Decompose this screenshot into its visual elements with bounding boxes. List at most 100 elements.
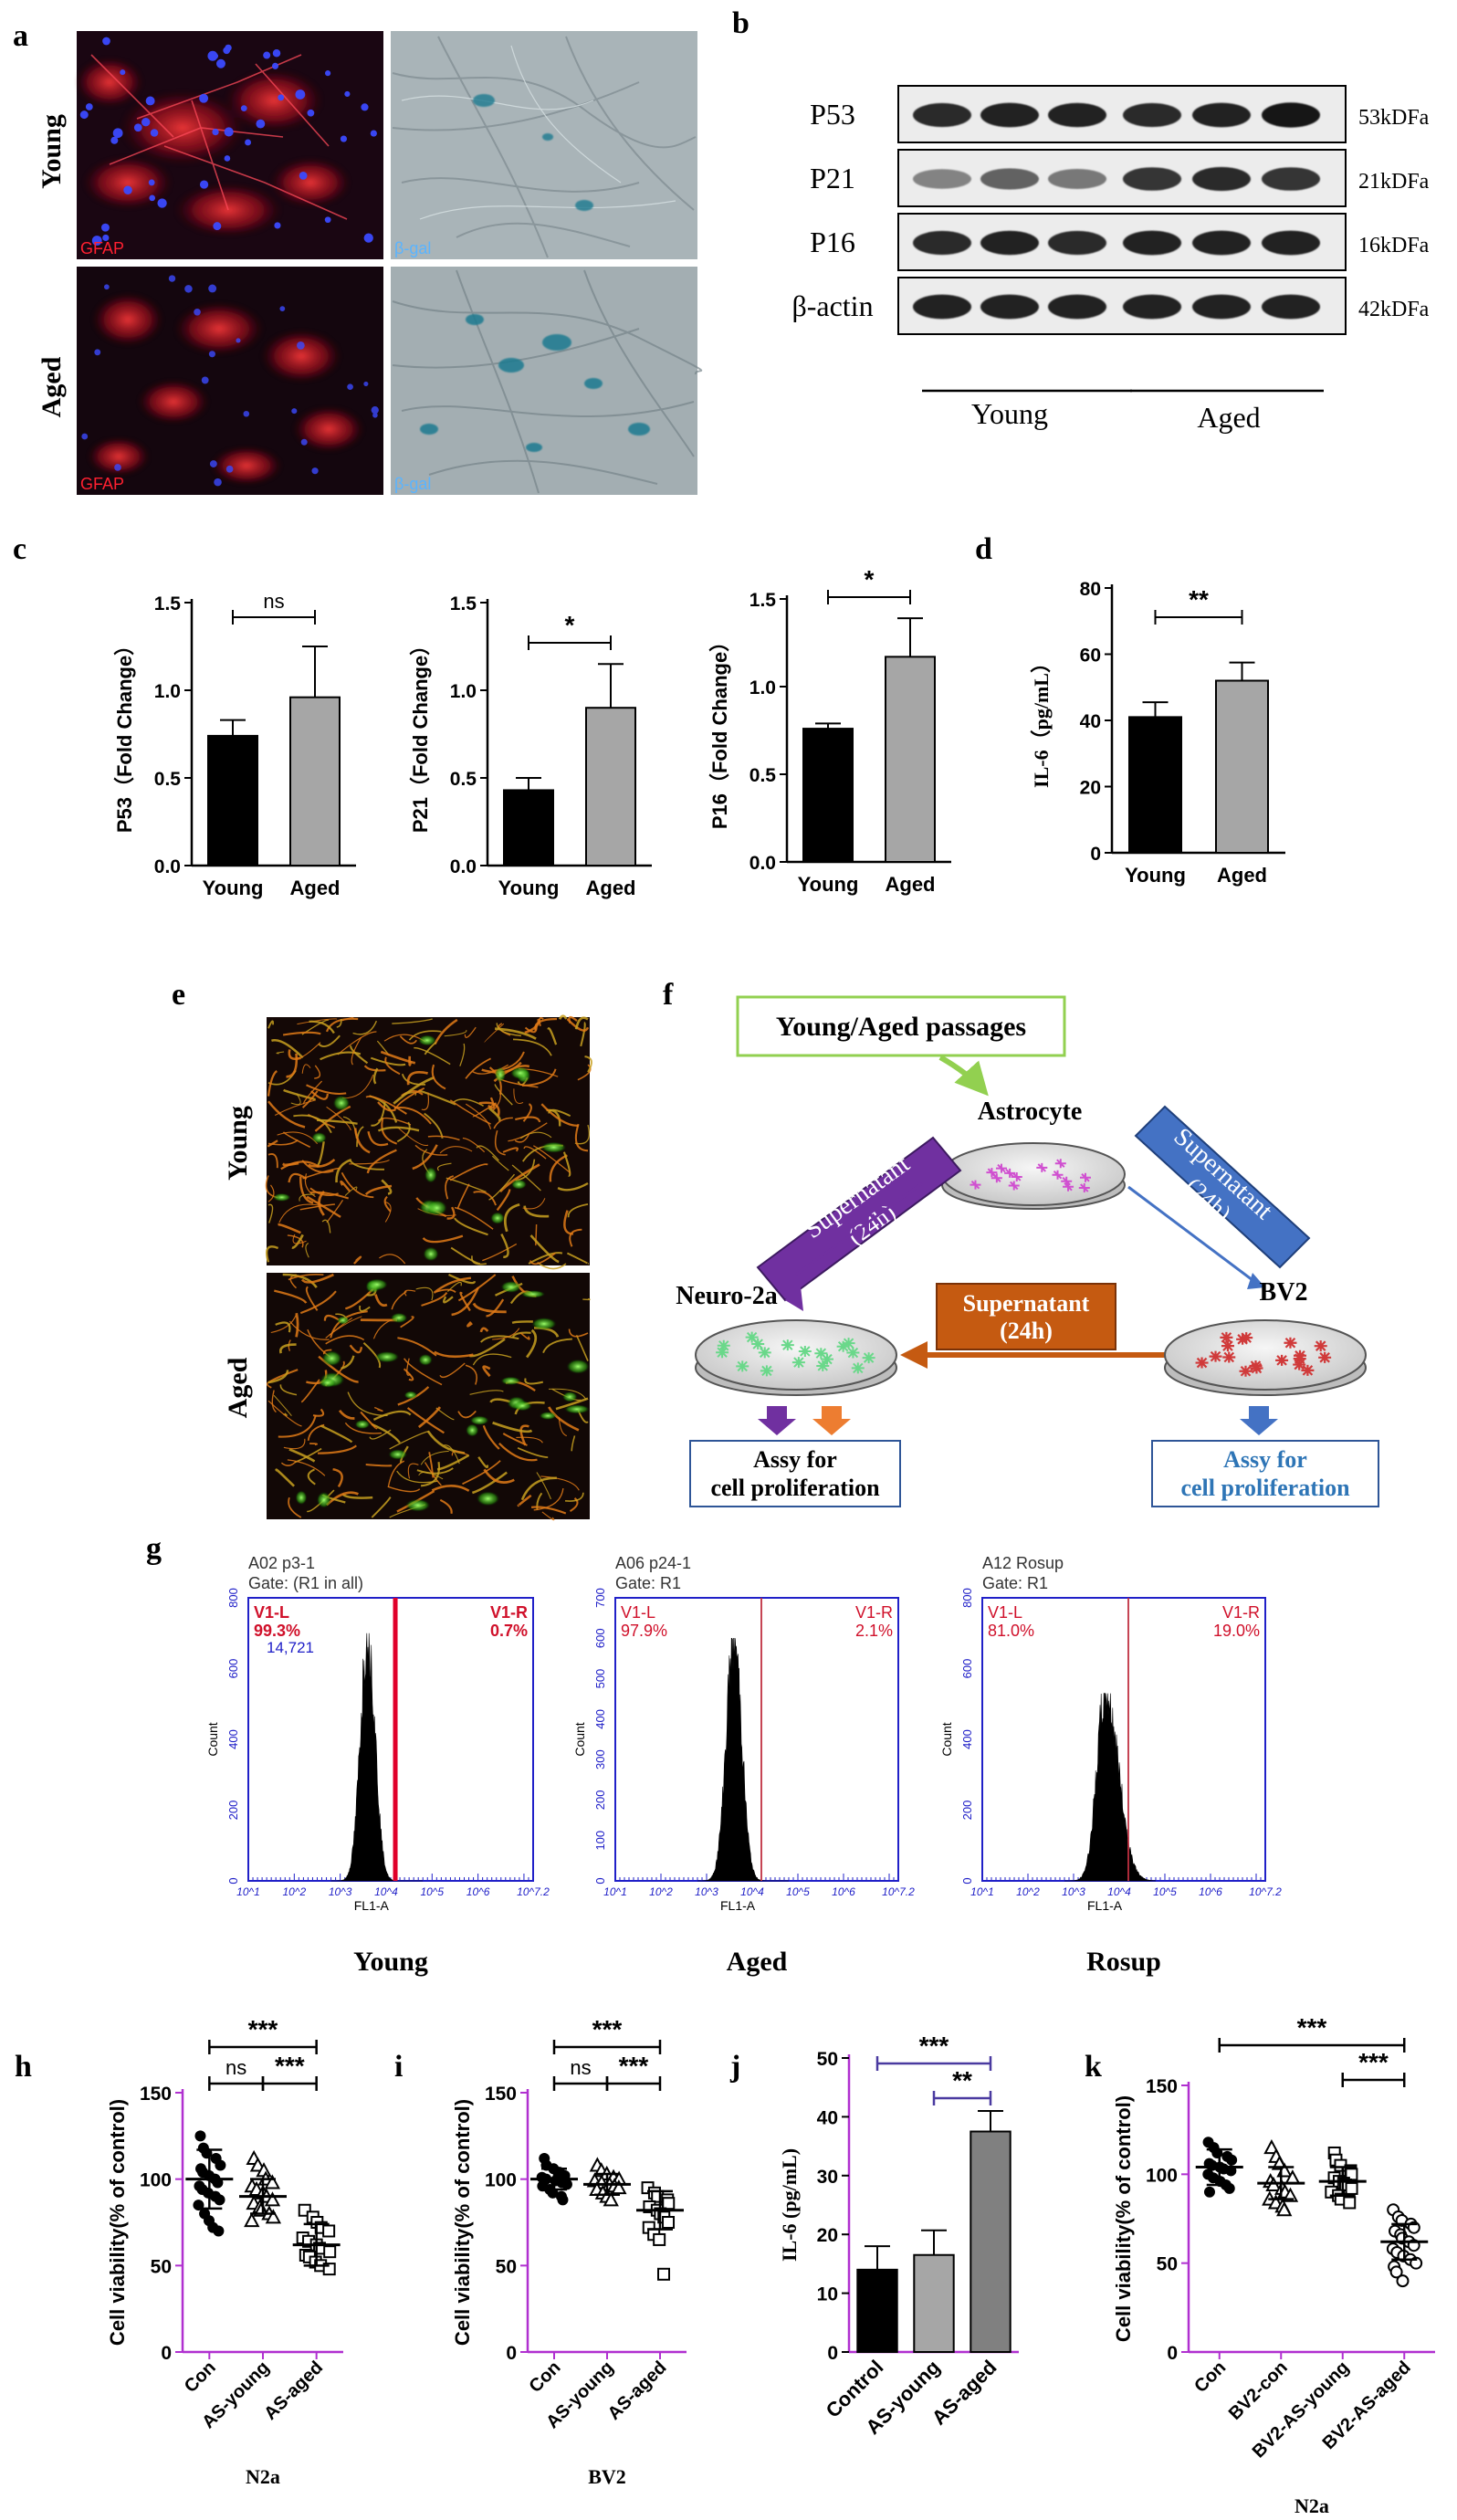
y-axis-label: IL-6 (pg/mL) bbox=[778, 2148, 801, 2262]
significance-label: ns bbox=[570, 2056, 591, 2079]
blot-band bbox=[1123, 230, 1181, 256]
data-point bbox=[603, 2191, 619, 2207]
arrow-green bbox=[938, 1055, 989, 1097]
dish-astrocyte bbox=[941, 1142, 1126, 1210]
blot-band bbox=[1262, 230, 1320, 256]
x-tick-label: 10^2 bbox=[649, 1885, 673, 1898]
blot-group-aged: Aged bbox=[1197, 401, 1260, 434]
y-tick-label: 800 bbox=[960, 1588, 974, 1608]
y-tick-label: 100 bbox=[485, 2170, 517, 2191]
panel-letter-i: i bbox=[394, 2050, 403, 2084]
label-supernatant-middle: Supernatant bbox=[963, 1290, 1090, 1317]
size-label: 16kDFa bbox=[1358, 234, 1430, 257]
panel-a: Young Aged GFAP bbox=[37, 31, 703, 495]
gate-right-label: V1-R bbox=[490, 1603, 528, 1622]
y-tick-label: 0 bbox=[960, 1877, 974, 1884]
micrograph-young-bgal: β-gal bbox=[391, 31, 697, 259]
stain-label-bgal-aged: β-gal bbox=[394, 475, 431, 493]
label-young-aged-passages: Young/Aged passages bbox=[776, 1012, 1026, 1042]
x-tick-label: Con bbox=[181, 2357, 220, 2397]
panel-letter-f: f bbox=[663, 978, 674, 1012]
x-tick-label: 10^6 bbox=[466, 1885, 490, 1898]
y-tick-label: 300 bbox=[593, 1749, 607, 1769]
x-axis-label: N2a bbox=[1295, 2494, 1329, 2517]
gate-right-pct: 0.7% bbox=[490, 1622, 528, 1640]
x-tick-label: 10^7.2 bbox=[517, 1885, 550, 1898]
box-assay-left bbox=[689, 1440, 901, 1507]
data-point bbox=[561, 2179, 572, 2190]
y-axis-label: IL-6（pg/mL） bbox=[1030, 653, 1053, 788]
histogram-distribution bbox=[1064, 1693, 1157, 1882]
x-tick-label: Con bbox=[1190, 2357, 1230, 2397]
x-tick-label: 10^1 bbox=[603, 1885, 627, 1898]
x-tick-label: 10^3 bbox=[329, 1885, 352, 1898]
panel-letter-d: d bbox=[975, 532, 992, 566]
y-tick-label: 1.0 bbox=[154, 681, 181, 702]
panel-letter-h: h bbox=[15, 2050, 32, 2084]
data-point bbox=[1389, 2265, 1403, 2279]
y-tick-label: 1.0 bbox=[450, 681, 477, 702]
panel-e: Young Aged bbox=[223, 1014, 592, 1521]
significance-label: * bbox=[565, 611, 575, 639]
significance-label: ns bbox=[263, 590, 284, 613]
sample-title: A12 Rosup bbox=[982, 1554, 1064, 1572]
label-assay-right-2: cell proliferation bbox=[1180, 1475, 1350, 1501]
bar-as-young bbox=[913, 2253, 955, 2353]
y-axis-label: Count bbox=[939, 1722, 954, 1756]
y-tick-label: 150 bbox=[140, 2084, 172, 2105]
y-tick-label: 20 bbox=[817, 2225, 838, 2246]
y-tick-label: 800 bbox=[226, 1588, 240, 1608]
y-tick-label: 10 bbox=[817, 2284, 838, 2305]
data-point bbox=[1345, 2181, 1358, 2195]
blot-band bbox=[1192, 294, 1251, 320]
size-label: 21kDFa bbox=[1358, 170, 1430, 194]
x-tick-label: 10^6 bbox=[832, 1885, 855, 1898]
y-tick-label: 700 bbox=[593, 1588, 607, 1608]
x-tick-label: 10^3 bbox=[1062, 1885, 1085, 1898]
x-tick-label: 10^5 bbox=[786, 1885, 810, 1898]
row-label-young: Young bbox=[37, 114, 67, 189]
data-point bbox=[264, 2174, 281, 2189]
y-tick-label: 0.5 bbox=[749, 765, 777, 786]
arrow-down-blue bbox=[1240, 1406, 1278, 1435]
y-tick-label: 0 bbox=[1090, 844, 1101, 865]
data-point bbox=[1396, 2274, 1410, 2288]
significance-label: * bbox=[865, 565, 875, 593]
gate-left-pct: 81.0% bbox=[988, 1622, 1034, 1640]
blot-band bbox=[980, 294, 1039, 320]
significance-label: *** bbox=[1358, 2048, 1389, 2076]
row-label-aged: Aged bbox=[37, 356, 67, 417]
blot-row-p16: P16 16kDFa bbox=[810, 213, 1430, 271]
gate-right-label: V1-R bbox=[855, 1603, 893, 1622]
y-tick-label: 200 bbox=[593, 1790, 607, 1811]
data-point bbox=[1226, 2154, 1238, 2166]
blot-band bbox=[980, 168, 1039, 190]
bar-aged bbox=[289, 696, 341, 866]
label-24h-middle: (24h) bbox=[1000, 1318, 1053, 1344]
gate-left-label: V1-L bbox=[621, 1603, 655, 1622]
stain-label-bgal: β-gal bbox=[394, 239, 431, 257]
y-tick-label: 50 bbox=[151, 2256, 172, 2277]
y-tick-label: 600 bbox=[593, 1628, 607, 1648]
chart-p53: 0.0 0.5 1.0 1.5 Young Aged P53（Fold Change） ns bbox=[113, 590, 356, 899]
panel-letter-a: a bbox=[13, 19, 28, 53]
bar-as-aged bbox=[970, 2130, 1012, 2353]
y-tick-label: 40 bbox=[817, 2107, 838, 2128]
size-label: 42kDFa bbox=[1358, 298, 1430, 321]
y-tick-label: 20 bbox=[1080, 778, 1101, 799]
gate-left-pct: 97.9% bbox=[621, 1622, 667, 1640]
blot-band bbox=[1123, 167, 1181, 191]
label-bv2: BV2 bbox=[1260, 1278, 1308, 1307]
y-tick-label: 80 bbox=[1080, 579, 1101, 600]
significance-label: *** bbox=[592, 2015, 623, 2043]
blot-band bbox=[1262, 167, 1320, 191]
x-tick-label: AS-aged bbox=[604, 2357, 671, 2424]
blot-row-p21: P21 21kDFa bbox=[810, 149, 1430, 207]
y-axis-label: Cell viability(% of control) bbox=[1112, 2095, 1135, 2342]
histogram-caption: Rosup bbox=[1086, 1947, 1161, 1977]
histogram-young: A02 p3-1 Gate: (R1 in all) 0 200 400 600 800 Co… bbox=[205, 1554, 550, 1977]
panel-letter-g: g bbox=[146, 1532, 162, 1566]
label-assay-left-2: cell proliferation bbox=[710, 1475, 880, 1501]
x-axis-label: FL1-A bbox=[1087, 1898, 1123, 1913]
